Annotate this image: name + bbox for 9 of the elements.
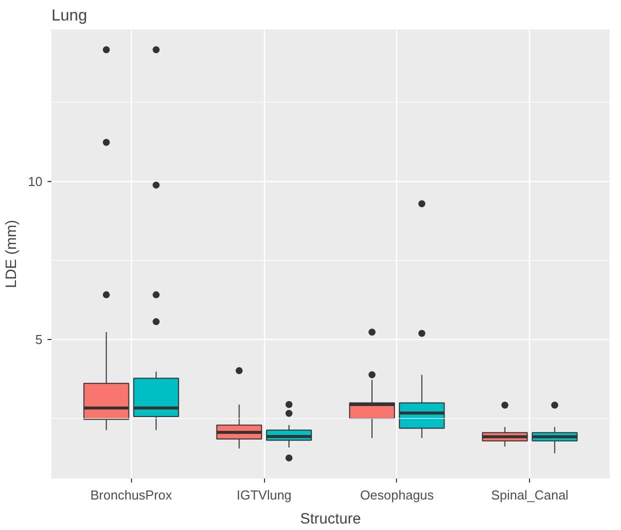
x-tick-label: Spinal_Canal [491, 488, 569, 502]
y-tick-label: 5 [35, 332, 43, 347]
y-axis-title: LDE (mm) [3, 220, 20, 288]
x-tick-label: BronchusProx [90, 488, 173, 502]
x-axis-title: Structure [300, 510, 361, 528]
x-tick-label: IGTVlung [236, 488, 292, 502]
x-tick-label: Oesophagus [360, 488, 434, 502]
y-tick-label: 10 [28, 174, 43, 189]
chart-title: Lung [52, 8, 88, 24]
